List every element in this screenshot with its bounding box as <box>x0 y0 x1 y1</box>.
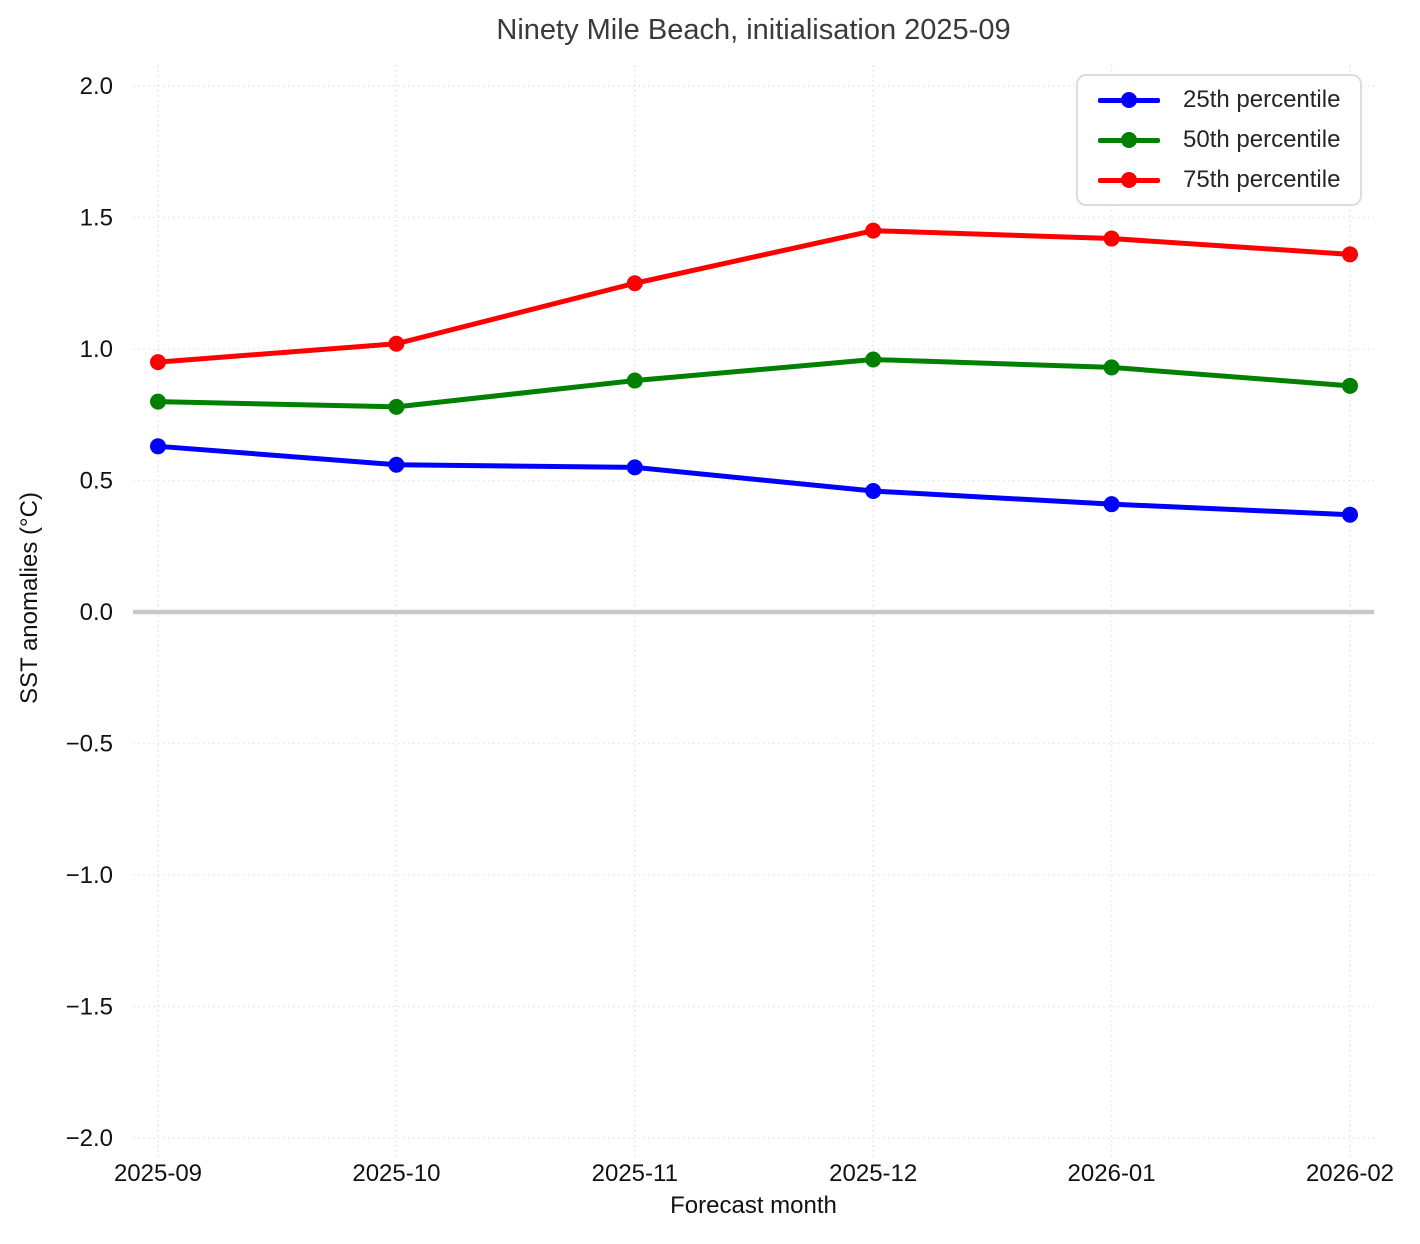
data-point-25th-percentile <box>865 483 882 500</box>
data-point-75th-percentile <box>626 275 643 292</box>
data-point-75th-percentile <box>1103 230 1120 247</box>
y-tick-label: −1.5 <box>66 994 113 1021</box>
data-point-25th-percentile <box>1103 496 1120 513</box>
data-point-50th-percentile <box>1103 359 1120 376</box>
data-point-75th-percentile <box>1342 246 1358 263</box>
legend-label: 50th percentile <box>1183 126 1341 153</box>
legend-label: 75th percentile <box>1183 166 1341 193</box>
legend: 25th percentile 50th percentile 75th perce… <box>1076 74 1362 206</box>
legend-line-marker-icon <box>1098 92 1160 108</box>
data-point-50th-percentile <box>150 393 166 410</box>
y-tick-label: 1.0 <box>80 336 113 363</box>
x-tick-label: 2025-09 <box>114 1160 202 1187</box>
series-line-75th-percentile <box>155 228 1353 365</box>
y-tick-label: 1.5 <box>80 205 113 232</box>
legend-item: 50th percentile <box>1098 124 1360 156</box>
data-point-75th-percentile <box>388 335 405 352</box>
x-tick-label: 2026-01 <box>1068 1160 1156 1187</box>
legend-marker-dot <box>1121 92 1137 108</box>
series-line-50th-percentile <box>155 357 1353 410</box>
data-point-75th-percentile <box>865 222 882 239</box>
data-point-75th-percentile <box>150 354 166 371</box>
x-tick-label: 2025-11 <box>592 1160 678 1187</box>
y-tick-label: −2.0 <box>66 1125 113 1152</box>
legend-item: 25th percentile <box>1098 84 1360 116</box>
y-tick-label: 2.0 <box>80 73 113 100</box>
y-tick-label: −0.5 <box>66 731 113 758</box>
data-point-25th-percentile <box>388 456 405 473</box>
chart-title: Ninety Mile Beach, initialisation 2025-0… <box>496 14 1011 46</box>
data-point-50th-percentile <box>1342 377 1358 394</box>
data-point-25th-percentile <box>626 459 643 476</box>
series-line-25th-percentile <box>155 443 1353 518</box>
data-point-25th-percentile <box>1342 506 1358 523</box>
y-tick-label: 0.0 <box>80 599 113 626</box>
x-tick-label: 2025-12 <box>829 1160 917 1187</box>
legend-marker-dot <box>1121 132 1137 148</box>
y-tick-label: −1.0 <box>66 862 113 889</box>
data-point-50th-percentile <box>626 372 643 389</box>
data-point-50th-percentile <box>865 351 882 368</box>
legend-marker-dot <box>1121 172 1137 188</box>
x-axis-label: Forecast month <box>670 1192 837 1219</box>
legend-line-marker-icon <box>1098 172 1160 188</box>
x-tick-label: 2025-10 <box>352 1160 440 1187</box>
x-tick-label: 2026-02 <box>1306 1160 1394 1187</box>
legend-item: 75th percentile <box>1098 164 1360 196</box>
data-point-50th-percentile <box>388 398 405 415</box>
y-axis-label: SST anomalies (°C) <box>16 492 43 704</box>
data-point-25th-percentile <box>150 438 166 455</box>
legend-label: 25th percentile <box>1183 86 1341 113</box>
legend-line-marker-icon <box>1098 132 1160 148</box>
y-tick-label: 0.5 <box>80 468 113 495</box>
